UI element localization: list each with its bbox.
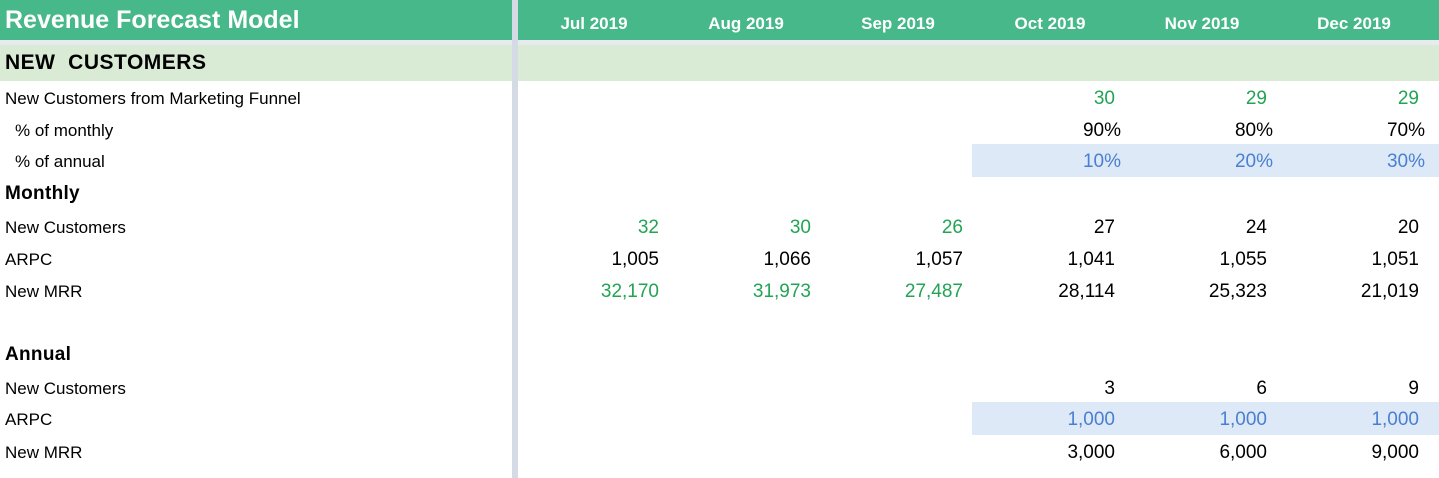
cell-nov[interactable]: 6 [1256,378,1267,399]
row-monthly-heading: Monthly [0,177,1439,209]
cell-aug[interactable]: 30 [789,217,811,238]
cell-dec[interactable]: 9,000 [1371,442,1419,463]
header-row: Revenue Forecast Model Jul 2019 Aug 2019… [0,0,1439,40]
cell-aug[interactable]: 31,973 [752,281,811,302]
row-label[interactable]: % of annual [15,152,105,171]
cell-oct[interactable]: 1,041 [1067,249,1115,270]
cell-oct[interactable]: 1,000 [1067,409,1115,430]
cell-dec[interactable]: 70% [1386,120,1425,141]
row-monthly-arpc: ARPC 1,005 1,066 1,057 1,041 1,055 1,051 [0,243,1439,275]
month-header-dec[interactable]: Dec 2019 [1317,14,1391,33]
cell-nov[interactable]: 25,323 [1208,281,1267,302]
row-annual-new-mrr: New MRR 3,000 6,000 9,000 [0,436,1439,468]
month-header-jul[interactable]: Jul 2019 [560,14,628,33]
cell-nov[interactable]: 24 [1245,217,1267,238]
cell-nov[interactable]: 80% [1234,120,1273,141]
cell-oct[interactable]: 27 [1093,217,1115,238]
cell-aug[interactable]: 1,066 [763,249,811,270]
row-label[interactable]: New Customers [5,379,126,398]
cell-oct[interactable]: 3,000 [1067,442,1115,463]
cell-dec[interactable]: 1,051 [1371,249,1419,270]
row-label[interactable]: ARPC [5,250,53,269]
cell-dec[interactable]: 20 [1397,217,1419,238]
cell-nov[interactable]: 1,055 [1219,249,1267,270]
month-header-oct[interactable]: Oct 2019 [1014,14,1086,33]
section-header-new-customers: NEW CUSTOMERS [0,45,1439,81]
cell-oct[interactable]: 90% [1082,120,1121,141]
cell-dec[interactable]: 29 [1397,88,1419,109]
section-label[interactable]: NEW CUSTOMERS [5,51,207,74]
month-header-aug[interactable]: Aug 2019 [708,14,784,33]
cell-jul[interactable]: 32 [637,217,659,238]
month-header-sep[interactable]: Sep 2019 [861,14,935,33]
row-annual-heading: Annual [0,338,1439,370]
cell-oct[interactable]: 10% [1082,151,1121,172]
cell-oct[interactable]: 28,114 [1058,281,1115,302]
cell-jul[interactable]: 1,005 [611,249,659,270]
row-monthly-new-customers: New Customers 32 30 26 27 24 20 [0,211,1439,243]
row-marketing-funnel: New Customers from Marketing Funnel 30 2… [0,82,1439,114]
cell-nov[interactable]: 29 [1245,88,1267,109]
month-header-nov[interactable]: Nov 2019 [1164,14,1240,33]
row-annual-new-customers: New Customers 3 6 9 [0,372,1439,404]
cell-dec[interactable]: 9 [1408,378,1419,399]
row-monthly-new-mrr: New MRR 32,170 31,973 27,487 28,114 25,3… [0,275,1439,307]
row-label[interactable]: New Customers [5,218,126,237]
cell-nov[interactable]: 20% [1234,151,1273,172]
cell-dec[interactable]: 30% [1386,151,1425,172]
cell-oct[interactable]: 30 [1093,88,1115,109]
group-heading[interactable]: Monthly [5,183,80,204]
row-label[interactable]: New MRR [5,443,83,462]
row-pct-monthly: % of monthly 90% 80% 70% [0,114,1439,146]
row-label[interactable]: New Customers from Marketing Funnel [5,89,301,108]
sheet-title[interactable]: Revenue Forecast Model [5,6,300,34]
row-label[interactable]: % of monthly [15,121,114,140]
cell-dec[interactable]: 1,000 [1371,409,1419,430]
group-heading[interactable]: Annual [5,344,72,365]
row-annual-arpc: ARPC 1,000 1,000 1,000 [0,403,1439,435]
cell-sep[interactable]: 27,487 [904,281,963,302]
row-label[interactable]: ARPC [5,410,53,429]
frozen-column-divider[interactable] [512,0,518,478]
row-label[interactable]: New MRR [5,282,83,301]
input-range-fill [972,144,1439,177]
row-pct-annual: % of annual 10% 20% 30% [0,145,1439,177]
header-spacer [0,40,1439,45]
input-range-fill [972,402,1439,435]
cell-nov[interactable]: 6,000 [1219,442,1267,463]
cell-sep[interactable]: 1,057 [915,249,963,270]
cell-jul[interactable]: 32,170 [600,281,659,302]
cell-nov[interactable]: 1,000 [1219,409,1267,430]
cell-dec[interactable]: 21,019 [1360,281,1419,302]
cell-oct[interactable]: 3 [1104,378,1115,399]
cell-sep[interactable]: 26 [941,217,963,238]
